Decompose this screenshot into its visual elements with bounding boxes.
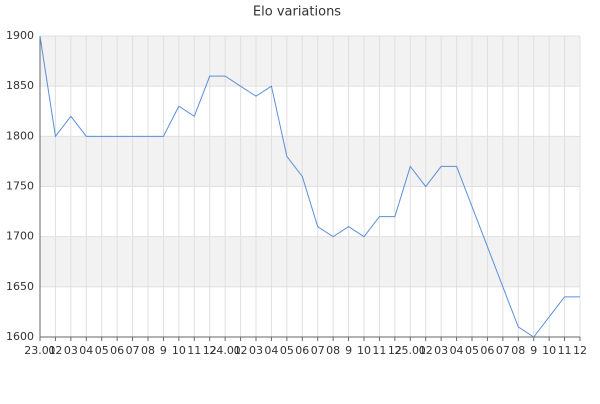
x-tick-label: 04 <box>79 344 93 357</box>
x-tick-label: 12 <box>388 344 402 357</box>
x-tick-label: 07 <box>496 344 510 357</box>
x-tick-label: 08 <box>511 344 525 357</box>
x-tick-label: 11 <box>558 344 572 357</box>
x-tick-label: 06 <box>480 344 494 357</box>
x-tick-label: 02 <box>419 344 433 357</box>
y-tick-label: 1750 <box>6 180 34 193</box>
chart-title: Elo variations <box>253 5 341 20</box>
x-tick-label: 05 <box>280 344 294 357</box>
x-tick-label: 9 <box>530 344 537 357</box>
x-tick-label: 07 <box>126 344 140 357</box>
y-tick-label: 1650 <box>6 280 34 293</box>
x-tick-label: 03 <box>64 344 78 357</box>
x-tick-label: 10 <box>542 344 556 357</box>
x-tick-label: 04 <box>450 344 464 357</box>
x-tick-label: 07 <box>311 344 325 357</box>
y-tick-label: 1800 <box>6 129 34 142</box>
y-tick-label: 1600 <box>6 330 34 343</box>
grid-band <box>40 236 580 287</box>
y-tick-label: 1700 <box>6 230 34 243</box>
line <box>39 35 580 338</box>
x-tick-label: 05 <box>95 344 109 357</box>
x-tick-label: 12 <box>573 344 587 357</box>
x-tick-label: 08 <box>326 344 340 357</box>
x-tick-label: 23.01 <box>24 344 56 357</box>
x-tick-label: 08 <box>141 344 155 357</box>
x-tick-label: 02 <box>234 344 248 357</box>
x-tick-label: 03 <box>434 344 448 357</box>
x-tick-label: 04 <box>264 344 278 357</box>
x-tick-label: 12 <box>203 344 217 357</box>
x-tick-label: 9 <box>345 344 352 357</box>
x-tick-label: 03 <box>249 344 263 357</box>
grid-band <box>40 136 580 187</box>
y-tick-label: 1850 <box>6 79 34 92</box>
y-tick-label: 1900 <box>6 29 34 42</box>
x-tick-label: 25.01 <box>395 344 427 357</box>
x-tick-label: 11 <box>187 344 201 357</box>
x-tick-label: 9 <box>160 344 167 357</box>
x-tick-label: 10 <box>172 344 186 357</box>
x-tick-label: 06 <box>295 344 309 357</box>
x-tick-label: 06 <box>110 344 124 357</box>
x-tick-label: 24.01 <box>209 344 241 357</box>
x-tick-label: 10 <box>357 344 371 357</box>
x-tick-label: 11 <box>372 344 386 357</box>
grid-band <box>40 36 580 87</box>
x-tick-label: 05 <box>465 344 479 357</box>
x-tick-label: 02 <box>48 344 62 357</box>
